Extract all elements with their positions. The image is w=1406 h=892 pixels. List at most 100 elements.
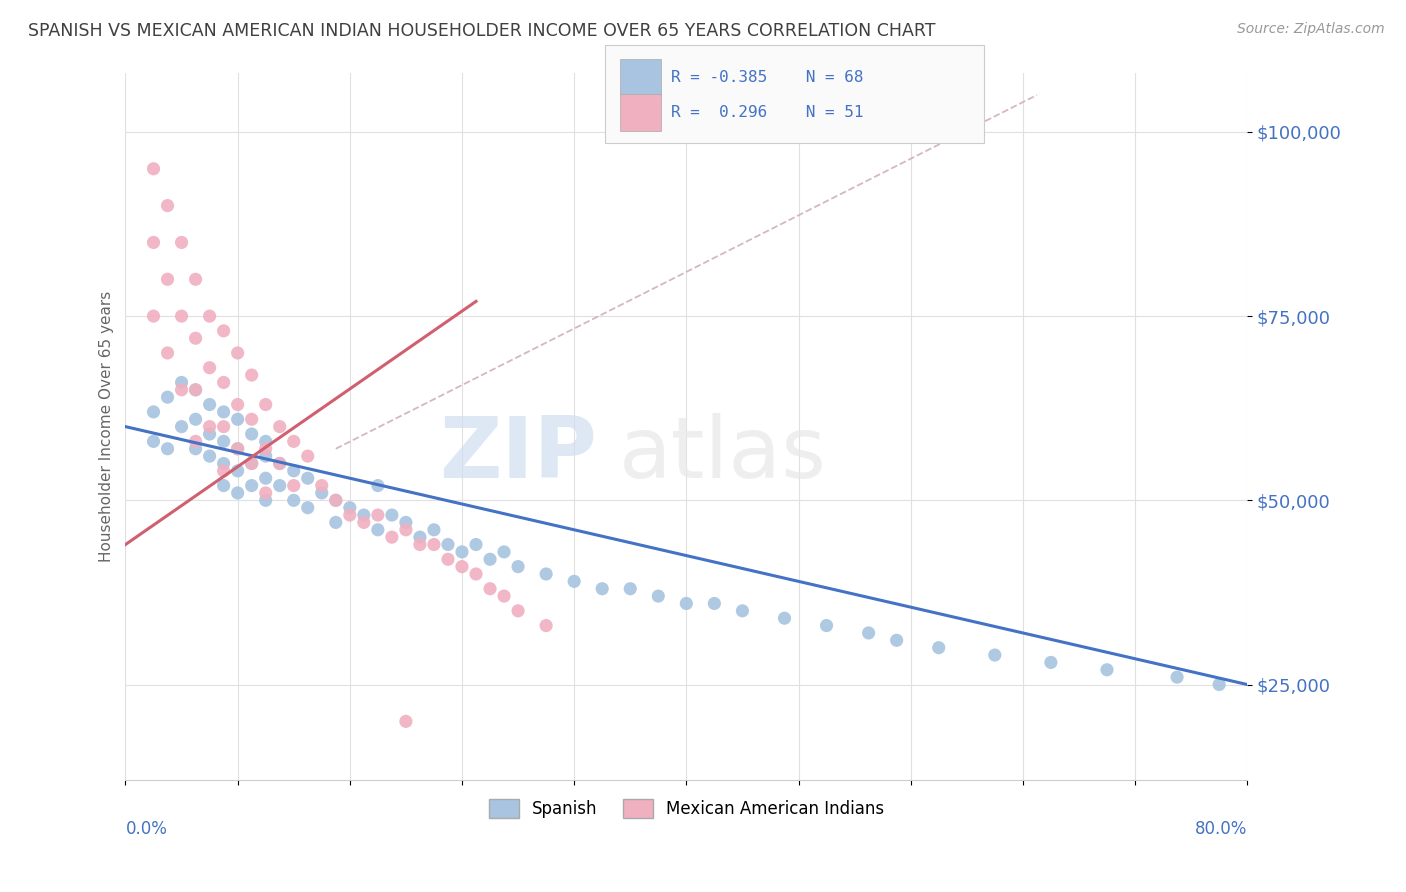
Point — [170, 235, 193, 250]
Point — [254, 449, 277, 463]
Point — [240, 478, 263, 492]
Point — [240, 457, 263, 471]
Point — [928, 640, 950, 655]
Text: R =  0.296    N = 51: R = 0.296 N = 51 — [671, 105, 863, 120]
Point — [506, 559, 529, 574]
Point — [212, 324, 235, 338]
Point — [156, 198, 179, 212]
Point — [675, 597, 697, 611]
Point — [395, 516, 418, 530]
Point — [184, 383, 207, 397]
Point — [254, 434, 277, 449]
Point — [297, 471, 319, 485]
Point — [254, 493, 277, 508]
Point — [142, 309, 165, 323]
Point — [647, 589, 669, 603]
Point — [815, 618, 838, 632]
Point — [156, 272, 179, 286]
Point — [773, 611, 796, 625]
Text: 0.0%: 0.0% — [125, 821, 167, 838]
Point — [184, 434, 207, 449]
Point — [226, 398, 249, 412]
Point — [465, 566, 488, 581]
Point — [479, 582, 502, 596]
Point — [562, 574, 585, 589]
Point — [283, 464, 305, 478]
Point — [212, 405, 235, 419]
Point — [226, 346, 249, 360]
Point — [423, 523, 446, 537]
Point — [494, 589, 516, 603]
Point — [212, 419, 235, 434]
Point — [283, 493, 305, 508]
Point — [240, 457, 263, 471]
Text: R = -0.385    N = 68: R = -0.385 N = 68 — [671, 70, 863, 85]
Text: atlas: atlas — [619, 413, 827, 497]
Text: Source: ZipAtlas.com: Source: ZipAtlas.com — [1237, 22, 1385, 37]
Point — [591, 582, 613, 596]
Point — [325, 493, 347, 508]
Point — [297, 449, 319, 463]
Point — [142, 434, 165, 449]
Point — [156, 346, 179, 360]
Point — [269, 478, 291, 492]
Point — [437, 537, 460, 551]
Point — [184, 442, 207, 456]
Point — [212, 464, 235, 478]
Point — [226, 464, 249, 478]
Point — [381, 530, 404, 544]
Point — [226, 442, 249, 456]
Text: ZIP: ZIP — [439, 413, 596, 497]
Point — [1166, 670, 1188, 684]
Point — [409, 530, 432, 544]
Point — [506, 604, 529, 618]
Point — [254, 442, 277, 456]
Point — [437, 552, 460, 566]
Point — [142, 161, 165, 176]
Point — [170, 419, 193, 434]
Point — [226, 412, 249, 426]
Point — [423, 537, 446, 551]
Point — [198, 360, 221, 375]
Point — [311, 486, 333, 500]
Point — [465, 537, 488, 551]
Point — [212, 478, 235, 492]
Point — [367, 478, 389, 492]
Point — [156, 390, 179, 404]
Point — [170, 376, 193, 390]
Point — [409, 537, 432, 551]
Point — [156, 442, 179, 456]
Text: SPANISH VS MEXICAN AMERICAN INDIAN HOUSEHOLDER INCOME OVER 65 YEARS CORRELATION : SPANISH VS MEXICAN AMERICAN INDIAN HOUSE… — [28, 22, 935, 40]
Point — [325, 493, 347, 508]
Point — [325, 516, 347, 530]
Point — [254, 398, 277, 412]
Point — [198, 398, 221, 412]
Point — [339, 508, 361, 522]
Point — [240, 368, 263, 382]
Point — [858, 626, 880, 640]
Point — [395, 714, 418, 729]
Text: 80.0%: 80.0% — [1195, 821, 1247, 838]
Point — [731, 604, 754, 618]
Point — [254, 486, 277, 500]
Point — [297, 500, 319, 515]
Point — [212, 434, 235, 449]
Y-axis label: Householder Income Over 65 years: Householder Income Over 65 years — [100, 291, 114, 562]
Point — [367, 508, 389, 522]
Point — [184, 412, 207, 426]
Point — [984, 648, 1007, 662]
Point — [184, 331, 207, 345]
Point — [534, 618, 557, 632]
Point — [254, 471, 277, 485]
Point — [395, 523, 418, 537]
Point — [886, 633, 908, 648]
Point — [198, 427, 221, 442]
Point — [170, 383, 193, 397]
Point — [226, 442, 249, 456]
Point — [311, 478, 333, 492]
Point — [212, 457, 235, 471]
Point — [240, 427, 263, 442]
Legend: Spanish, Mexican American Indians: Spanish, Mexican American Indians — [482, 792, 890, 825]
Point — [226, 486, 249, 500]
Point — [198, 309, 221, 323]
